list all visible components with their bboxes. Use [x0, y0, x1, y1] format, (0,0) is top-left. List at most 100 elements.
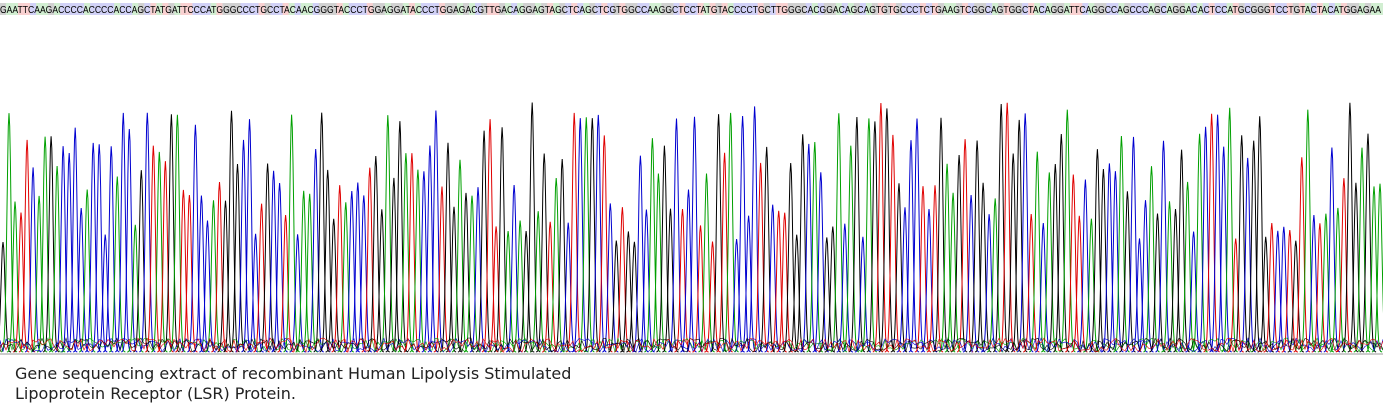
trace-peak	[752, 162, 769, 353]
trace-peak	[932, 117, 950, 353]
base-bar	[312, 3, 319, 15]
trace-peak	[373, 209, 391, 353]
base-bar	[246, 3, 253, 15]
base-bar	[288, 3, 295, 15]
base-bar	[691, 3, 698, 15]
base-bar	[523, 3, 530, 15]
trace-peak	[626, 241, 643, 353]
trace-peak	[950, 154, 968, 353]
trace-peak	[223, 110, 240, 353]
base-bar	[986, 3, 993, 15]
base-bar	[499, 3, 506, 15]
base-bar	[264, 3, 271, 15]
base-bar	[649, 3, 656, 15]
base-bar	[968, 3, 975, 15]
trace-peak	[12, 212, 30, 353]
base-bar	[895, 3, 902, 15]
base-bar	[787, 3, 794, 15]
base-bar	[390, 3, 397, 15]
trace-peak	[1287, 240, 1304, 353]
base-bar	[30, 3, 37, 15]
base-bar	[252, 3, 259, 15]
trace-peak	[1059, 109, 1076, 353]
trace-peak	[199, 220, 216, 353]
trace-peak	[1359, 133, 1377, 353]
trace-peak	[1143, 166, 1160, 353]
base-bar	[469, 3, 476, 15]
base-bar	[1280, 3, 1287, 15]
trace-peak	[698, 173, 715, 353]
base-bar	[1124, 3, 1131, 15]
trace-peak	[782, 162, 799, 353]
base-bar	[733, 3, 740, 15]
base-bar	[1358, 3, 1365, 15]
base-bar	[950, 3, 957, 15]
trace-peak	[313, 112, 330, 353]
base-bar	[679, 3, 686, 15]
trace-peak	[367, 155, 384, 353]
base-bar	[751, 3, 758, 15]
trace-peak	[523, 102, 541, 353]
base-bar	[1292, 3, 1299, 15]
base-bar	[1238, 3, 1245, 15]
base-bar	[805, 3, 812, 15]
trace-peak	[1077, 179, 1094, 353]
trace-peak	[830, 113, 848, 353]
trace-peak	[1257, 236, 1274, 353]
base-bar	[877, 3, 884, 15]
base-bar	[138, 3, 145, 15]
base-bar	[889, 3, 896, 15]
base-bar	[775, 3, 782, 15]
trace-peak	[1317, 213, 1335, 353]
trace-peak	[457, 192, 475, 353]
base-bar	[535, 3, 542, 15]
trace-peak	[674, 209, 691, 353]
base-bar	[450, 3, 457, 15]
trace-peak	[1299, 109, 1317, 353]
trace-peak	[884, 134, 902, 353]
base-bar	[132, 3, 139, 15]
base-bar	[517, 3, 524, 15]
base-bar	[378, 3, 385, 15]
base-bar	[1028, 3, 1035, 15]
base-bar	[54, 3, 61, 15]
base-bar	[1346, 3, 1353, 15]
trace-peak	[866, 121, 884, 353]
base-bar	[90, 3, 97, 15]
trace-peak	[361, 167, 378, 353]
base-bar	[559, 3, 566, 15]
trace-peak	[247, 233, 264, 353]
base-bar	[78, 3, 85, 15]
base-bar	[1100, 3, 1107, 15]
trace-peak	[680, 189, 697, 353]
trace-peak	[259, 163, 276, 353]
trace-peak	[463, 195, 481, 353]
base-bar	[306, 3, 313, 15]
base-bar	[1076, 3, 1083, 15]
trace-peak	[1239, 157, 1256, 353]
trace-peak	[1005, 153, 1022, 353]
base-bar	[962, 3, 969, 15]
trace-peak	[265, 170, 282, 353]
base-bar	[1172, 3, 1179, 15]
base-bar	[1034, 3, 1041, 15]
base-bar	[829, 3, 836, 15]
trace-peak	[151, 151, 168, 353]
trace-peak	[1035, 222, 1052, 353]
base-bar	[1256, 3, 1263, 15]
base-bar	[601, 3, 608, 15]
base-bar	[1088, 3, 1095, 15]
trace-peak	[800, 143, 817, 353]
trace-peak	[560, 222, 577, 353]
trace-peak	[271, 182, 288, 353]
trace-peak	[36, 136, 54, 353]
base-bar	[114, 3, 121, 15]
base-bar	[1046, 3, 1053, 15]
trace-noise	[0, 337, 1383, 354]
base-bar	[72, 3, 79, 15]
base-bar	[1304, 3, 1311, 15]
trace-peak	[656, 145, 673, 353]
base-bar	[228, 3, 235, 15]
trace-peak	[277, 214, 294, 353]
trace-peak	[842, 145, 860, 353]
